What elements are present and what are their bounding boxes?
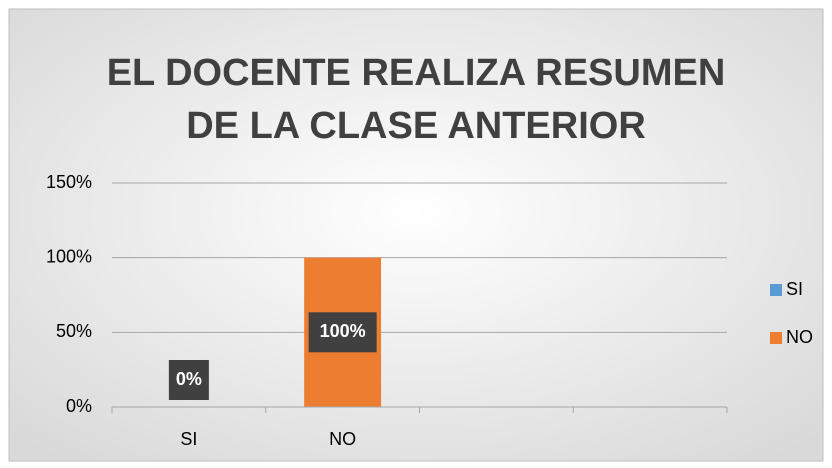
data-label: 100% xyxy=(320,321,366,341)
data-label: 0% xyxy=(176,369,202,389)
y-tick-label: 100% xyxy=(46,246,92,266)
data-label-box xyxy=(168,360,209,400)
y-tick-label: 0% xyxy=(66,396,92,416)
y-tick-label: 50% xyxy=(56,321,92,341)
legend-swatch xyxy=(770,284,782,296)
x-tick-label: NO xyxy=(329,429,356,449)
x-tick-label: SI xyxy=(180,429,197,449)
legend-label: NO xyxy=(786,327,813,347)
legend-swatch xyxy=(770,332,782,344)
chart-area xyxy=(8,8,824,462)
y-tick-label: 150% xyxy=(46,172,92,192)
legend-label: SI xyxy=(786,279,803,299)
data-label-box xyxy=(308,312,377,353)
chart-title: DE LA CLASE ANTERIOR xyxy=(186,105,646,147)
chart-title: EL DOCENTE REALIZA RESUMEN xyxy=(107,52,726,94)
